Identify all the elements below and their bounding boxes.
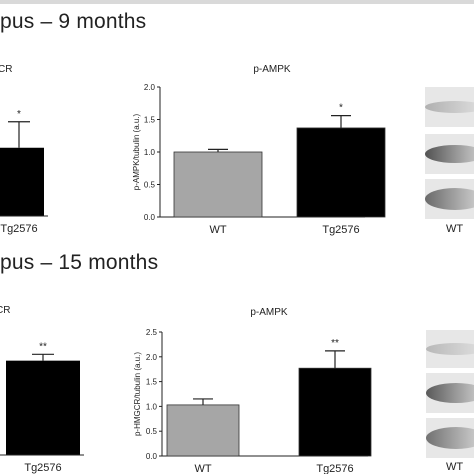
x-tick-label-tg2576: Tg2576 [316, 463, 353, 474]
bar-tg2576 [6, 360, 80, 455]
significance-marker-tg2576: ** [331, 338, 339, 349]
y-tick-label: 1.0 [146, 402, 158, 411]
x-tick-label-wt: WT [194, 463, 211, 474]
blot-band [426, 383, 474, 403]
blot-band [425, 145, 474, 163]
bar-tg2576 [0, 147, 44, 216]
panel-title: CR [0, 305, 10, 316]
y-tick-label: 0.5 [146, 427, 158, 436]
x-tick-label-tg2576: Tg2576 [0, 223, 37, 235]
blot-band [426, 343, 474, 355]
blot-label-wt: WT [446, 461, 463, 473]
x-tick-label-wt: WT [209, 224, 226, 236]
bar-tg2576 [298, 367, 372, 457]
x-tick-label-tg2576: Tg2576 [322, 224, 359, 236]
significance-marker-tg2576: * [17, 109, 21, 120]
section-title-9-months: pus – 9 months [0, 10, 147, 33]
y-tick-label: 2.0 [146, 353, 158, 362]
y-tick-label: 0.0 [146, 452, 158, 461]
panel-title: CR [0, 64, 12, 75]
chart-title: p-AMPK [250, 307, 288, 318]
bar-wt [173, 151, 263, 218]
bar-wt [166, 404, 240, 457]
x-tick-label-tg2576: Tg2576 [24, 462, 61, 474]
y-tick-label: 2.5 [146, 328, 158, 337]
section-title-15-months: pus – 15 months [0, 251, 159, 274]
y-axis-label: p-AMPK/tubulin (a.u.) [132, 113, 141, 190]
y-tick-label: 1.0 [144, 148, 156, 157]
y-tick-label: 0.0 [144, 213, 156, 222]
bar-tg2576 [296, 127, 386, 218]
y-tick-label: 0.5 [144, 181, 156, 190]
y-tick-label: 1.5 [146, 378, 158, 387]
y-tick-label: 2.0 [144, 83, 156, 92]
blot-band [425, 101, 474, 113]
blot-band [425, 188, 474, 210]
blot-label-wt: WT [446, 223, 463, 235]
y-axis-label: p-HMGCR/tubulin (a.u.) [133, 352, 142, 436]
significance-marker-tg2576: ** [39, 341, 47, 352]
y-tick-label: 1.5 [144, 116, 156, 125]
significance-marker-tg2576: * [339, 103, 343, 114]
blot-band [426, 427, 474, 449]
top-divider [0, 0, 474, 4]
chart-title: p-AMPK [253, 64, 291, 75]
